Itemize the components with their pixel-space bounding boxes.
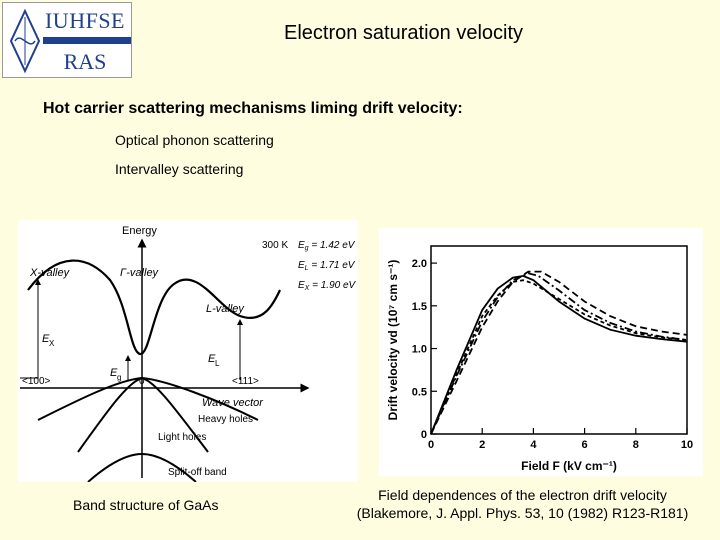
slide-title: Electron saturation velocity <box>284 22 524 44</box>
dir-111-label: <111> <box>232 376 259 387</box>
bullet-optical-phonon: Optical phonon scattering <box>115 132 274 148</box>
svg-text:L: L <box>215 359 220 368</box>
light-holes-curve <box>77 376 209 453</box>
param-el: EL = 1.71 eV <box>298 260 356 272</box>
y-axis-label: Drift velocity vd (10⁷ cm s⁻¹) <box>386 260 400 421</box>
x-tick-label: 4 <box>530 439 537 451</box>
drift-velocity-caption: Field dependences of the electron drift … <box>325 486 720 522</box>
slide-heading: Hot carrier scattering mechanisms liming… <box>43 100 463 117</box>
logo-org-text: IUHFSE <box>44 8 125 33</box>
x-tick-label: 8 <box>633 439 639 451</box>
plot-frame <box>430 245 688 435</box>
bullet-intervalley: Intervalley scattering <box>115 161 244 177</box>
temperature-label: 300 K <box>262 240 288 251</box>
heavy-holes-label: Heavy holes <box>198 414 253 425</box>
x-axis-label: Field F (kV cm⁻¹) <box>521 459 617 473</box>
institute-logo: IUHFSE RAS <box>2 2 132 78</box>
zero-label: 0 <box>139 376 145 387</box>
light-holes-label: Light holes <box>158 432 206 443</box>
param-ex: EX = 1.90 eV <box>298 280 357 292</box>
x-tick-label: 10 <box>681 439 693 451</box>
band-structure-figure: Energy Wave vector X-valley Γ-valley L-v… <box>18 220 358 483</box>
gamma-valley-label: Γ-valley <box>120 267 160 279</box>
split-off-label: Split-off band <box>168 467 227 478</box>
logo-emblem-icon <box>9 8 41 74</box>
x-tick-label: 0 <box>428 439 434 451</box>
x-valley-label: X-valley <box>29 267 71 279</box>
x-tick-label: 2 <box>479 439 485 451</box>
y-tick-label: 0 <box>421 429 427 441</box>
y-tick-label: 0.5 <box>412 386 427 398</box>
x-tick-label: 6 <box>582 439 588 451</box>
ex-label: E <box>42 333 50 345</box>
split-off-curve <box>87 452 197 483</box>
energy-label: Energy <box>122 225 157 237</box>
logo-divider <box>43 37 131 44</box>
y-tick-label: 2.0 <box>412 258 427 270</box>
y-tick-label: 1.0 <box>412 344 427 356</box>
series-line-1 <box>430 274 688 435</box>
series-line-3 <box>430 272 688 435</box>
series-line-4 <box>430 279 688 435</box>
el-label: E <box>208 353 216 365</box>
series-line-2 <box>430 270 688 435</box>
conduction-band-curve <box>27 259 281 356</box>
dir-100-label: <100> <box>22 376 51 387</box>
caption-line-1: Field dependences of the electron drift … <box>378 487 667 503</box>
y-tick-label: 1.5 <box>412 301 427 313</box>
l-valley-label: L-valley <box>206 303 245 315</box>
param-eg: Eg = 1.42 eV <box>298 240 356 252</box>
drift-velocity-chart: 0 2 4 6 8 10 0 0.5 1.0 1.5 2.0 Field F (kV cm⁻¹) Dri… <box>379 228 703 476</box>
band-structure-caption: Band structure of GaAs <box>73 497 219 513</box>
caption-line-2: (Blakemore, J. Appl. Phys. 53, 10 (1982)… <box>356 505 689 521</box>
svg-text:X: X <box>49 339 55 348</box>
svg-text:g: g <box>117 373 121 382</box>
logo-sub-text: RAS <box>63 49 107 74</box>
wave-vector-label: Wave vector <box>202 397 264 409</box>
eg-label: E <box>110 367 118 379</box>
